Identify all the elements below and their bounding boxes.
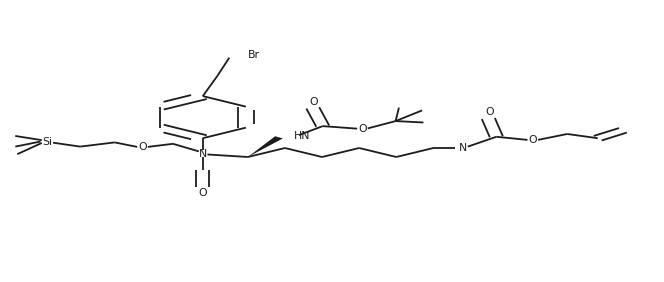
- Text: O: O: [310, 97, 319, 107]
- Text: Br: Br: [248, 50, 260, 60]
- Text: Si: Si: [42, 136, 52, 147]
- Text: O: O: [199, 188, 207, 198]
- Text: O: O: [485, 107, 494, 117]
- Text: O: O: [138, 142, 147, 153]
- Text: N: N: [199, 149, 207, 159]
- Text: O: O: [358, 124, 367, 134]
- Text: N: N: [459, 143, 467, 153]
- Text: O: O: [529, 135, 537, 145]
- Polygon shape: [248, 136, 283, 157]
- Text: HN: HN: [294, 131, 311, 141]
